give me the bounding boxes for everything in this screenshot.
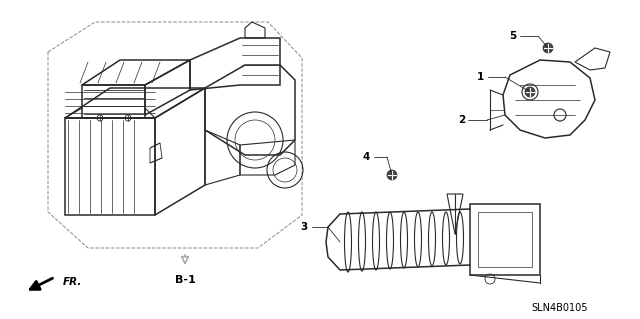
Text: 4: 4	[363, 152, 370, 162]
Circle shape	[387, 170, 397, 180]
Text: 1: 1	[477, 72, 484, 82]
Text: 2: 2	[458, 115, 465, 125]
Circle shape	[543, 43, 553, 53]
Text: B-1: B-1	[175, 275, 195, 285]
Text: 3: 3	[301, 222, 308, 232]
Text: 5: 5	[509, 31, 516, 41]
Text: FR.: FR.	[63, 277, 83, 287]
Circle shape	[525, 87, 535, 97]
Text: SLN4B0105: SLN4B0105	[532, 303, 588, 313]
